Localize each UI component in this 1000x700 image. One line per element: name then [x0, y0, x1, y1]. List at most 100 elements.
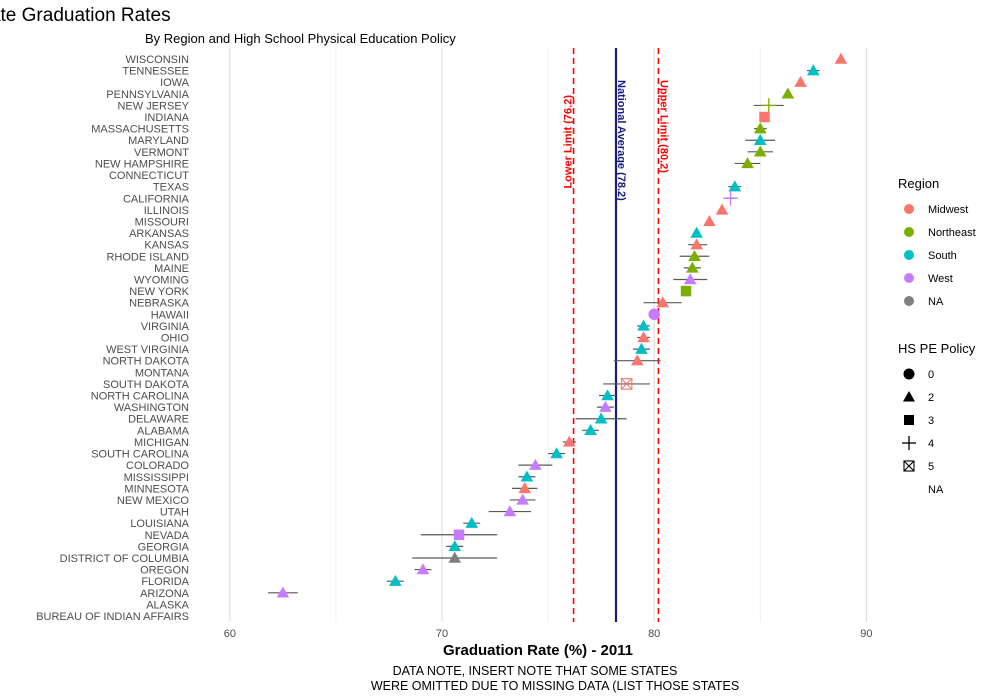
data-point [594, 412, 608, 424]
state-label: ARKANSAS [129, 228, 189, 240]
state-label: TENNESSEE [122, 66, 189, 78]
state-label: WASHINGTON [114, 402, 189, 414]
data-point [453, 529, 465, 541]
state-label: SOUTH DAKOTA [103, 379, 190, 391]
data-point [276, 586, 290, 598]
data-point [516, 493, 529, 505]
state-label: OHIO [161, 333, 190, 345]
legend-policy-key [904, 415, 914, 425]
legend-region-key [904, 227, 914, 237]
state-label: KANSAS [144, 240, 189, 252]
data-points [276, 52, 848, 598]
data-point [759, 111, 770, 123]
data-point [563, 435, 576, 447]
x-axis-ticks: 60 70 80 90 [224, 628, 873, 640]
x-tick-label: 80 [648, 628, 660, 640]
legend-policy-label: 3 [928, 415, 934, 427]
state-label: TEXAS [153, 182, 189, 194]
x-tick-label: 60 [224, 628, 236, 640]
state-label: NEVADA [145, 530, 190, 542]
legend-region-label: Midwest [928, 204, 968, 216]
data-point [680, 285, 692, 297]
state-label: NEW HAMPSHIRE [95, 158, 189, 170]
data-point [648, 308, 660, 321]
data-point [703, 215, 716, 227]
legend-region-label: South [928, 250, 957, 262]
state-label: IOWA [160, 77, 190, 89]
state-label: ILLINOIS [144, 205, 189, 217]
state-label: CONNECTICUT [109, 170, 189, 182]
state-label: MARYLAND [128, 135, 189, 147]
legend-policy-key [903, 460, 915, 472]
legend-policy-key [903, 391, 915, 402]
data-point [683, 273, 697, 285]
data-point [529, 458, 542, 470]
legend-policy-label: 2 [928, 392, 934, 404]
reference-line-label: Lower Limit (76.2) [562, 95, 574, 189]
data-point [550, 447, 563, 459]
legend-region-key [904, 204, 914, 214]
state-label: MAINE [154, 263, 189, 275]
data-point [781, 87, 795, 99]
data-point [690, 226, 703, 238]
data-point [637, 331, 650, 343]
data-point [686, 261, 699, 273]
data-point [630, 354, 644, 366]
legend-region-label: NA [928, 296, 944, 308]
data-point [620, 378, 633, 390]
state-label: DELAWARE [128, 414, 189, 426]
state-label: LOUISIANA [130, 518, 189, 530]
data-point [723, 190, 738, 206]
data-point [503, 505, 517, 517]
caption-line-1: DATA NOTE, INSERT NOTE THAT SOME STATES [393, 664, 678, 678]
state-label: GEORGIA [138, 541, 190, 553]
data-point [688, 249, 701, 261]
state-label: ALABAMA [137, 425, 190, 437]
data-point [753, 133, 767, 145]
state-label: SOUTH CAROLINA [91, 449, 189, 461]
data-point [656, 296, 669, 308]
legend-region-label: West [928, 273, 953, 285]
data-point [416, 563, 430, 575]
data-point [834, 52, 848, 64]
state-label: CALIFORNIA [123, 193, 190, 205]
state-label: MICHIGAN [134, 437, 189, 449]
legend-region-label: Northeast [928, 227, 976, 239]
state-label: NEW YORK [129, 286, 189, 298]
state-label: WISCONSIN [125, 54, 189, 66]
x-tick-label: 70 [436, 628, 448, 640]
state-label: UTAH [160, 507, 189, 519]
state-label: NORTH CAROLINA [91, 391, 190, 403]
data-point [599, 400, 612, 412]
legend-region: Region Midwest Northeast South West NA [898, 176, 976, 308]
data-point [715, 203, 729, 215]
caption-line-2: WERE OMITTED DUE TO MISSING DATA (LIST T… [371, 679, 739, 693]
legend-region-key [904, 250, 914, 260]
state-label: WYOMING [134, 274, 189, 286]
state-label: OREGON [140, 565, 189, 577]
data-point [448, 551, 462, 563]
state-label: MISSISSIPPI [124, 472, 189, 484]
data-point [518, 482, 532, 494]
legend-hs-pe-policy: HS PE Policy 0 2 3 4 5 NA [898, 341, 976, 496]
data-point [794, 75, 807, 87]
data-point [601, 389, 614, 401]
data-point [753, 145, 767, 157]
x-tick-label: 90 [860, 628, 872, 640]
legend-policy-key [903, 368, 915, 380]
state-label: MINNESOTA [124, 483, 189, 495]
legend-policy-label: NA [928, 484, 944, 496]
state-label: NEW MEXICO [117, 495, 190, 507]
data-point [637, 319, 650, 331]
state-label: NEW JERSEY [117, 100, 189, 112]
reference-line-label: Upper Limit (80.2) [658, 80, 670, 173]
state-label: FLORIDA [141, 576, 189, 588]
state-label: MASSACHUSETTS [91, 124, 189, 136]
state-label: INDIANA [144, 112, 189, 124]
state-label: WEST VIRGINIA [106, 344, 190, 356]
legend-policy-key [902, 436, 916, 450]
state-label: RHODE ISLAND [106, 251, 189, 263]
legend-region-key [904, 296, 914, 306]
